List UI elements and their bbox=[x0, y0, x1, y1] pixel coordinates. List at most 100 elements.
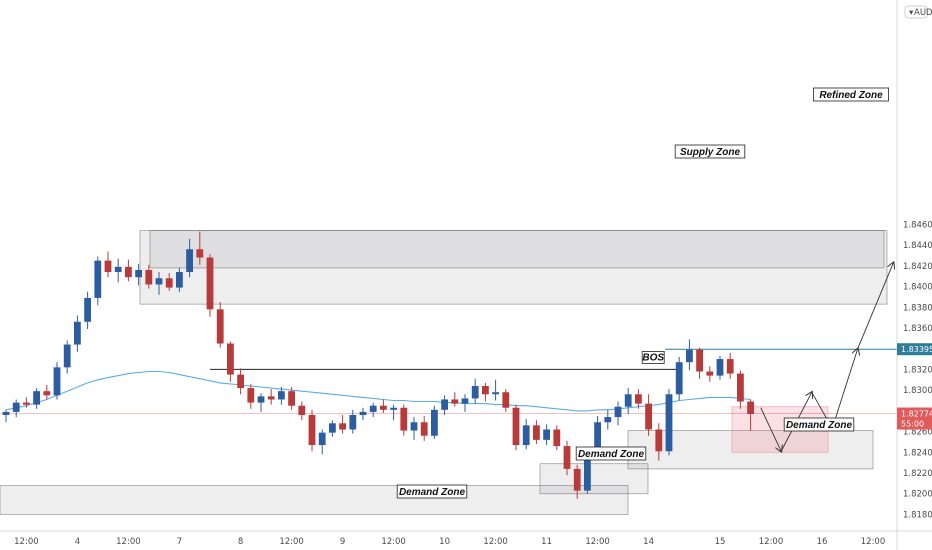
candle-body bbox=[400, 407, 408, 431]
candle-body bbox=[267, 396, 275, 400]
candle-body bbox=[441, 399, 448, 410]
zone-label-box bbox=[396, 484, 468, 499]
candle bbox=[747, 399, 754, 431]
countdown-label: 55:00 bbox=[901, 420, 924, 429]
candle bbox=[390, 404, 397, 421]
candle-body bbox=[380, 405, 387, 410]
candle bbox=[125, 259, 132, 282]
y-axis[interactable]: 1.84600 1.84400 1.84200 1.84000 1.83800 1.836… bbox=[896, 0, 932, 550]
x-tick-label: 12:00 bbox=[861, 537, 886, 547]
candle bbox=[227, 341, 234, 382]
candle-body bbox=[216, 309, 224, 344]
candle bbox=[257, 393, 265, 412]
x-tick-label: 14 bbox=[643, 537, 654, 547]
candle-body bbox=[278, 391, 285, 400]
zone-label-box bbox=[674, 144, 746, 159]
x-tick-label: 12:00 bbox=[585, 537, 610, 547]
candle-body bbox=[706, 371, 714, 376]
candle-body bbox=[349, 415, 357, 430]
x-axis[interactable]: 12:00 4 12:00 7 8 12:00 9 12:00 10 12:00 11 12:00 14… bbox=[0, 530, 932, 547]
currency-badge[interactable]: ▾ AUD bbox=[904, 5, 932, 19]
candle-body bbox=[339, 423, 346, 430]
candle-body bbox=[186, 249, 193, 273]
x-tick-label: 12:00 bbox=[14, 537, 39, 547]
zone-label-box bbox=[783, 417, 855, 432]
zone-label: Supply Zone bbox=[680, 147, 740, 158]
candle bbox=[380, 399, 387, 413]
candle bbox=[543, 424, 550, 446]
candle bbox=[267, 389, 275, 405]
candle bbox=[33, 388, 40, 409]
candle-body bbox=[492, 392, 499, 395]
candle bbox=[410, 417, 418, 440]
candle-body bbox=[359, 411, 367, 416]
moving-average-layer bbox=[5, 370, 751, 412]
y-tick-label: 1.84400 bbox=[903, 241, 932, 251]
candle-body bbox=[543, 429, 550, 440]
candle bbox=[104, 251, 112, 278]
candle bbox=[165, 273, 173, 291]
candle bbox=[94, 256, 102, 306]
y-tick-label: 1.83000 bbox=[903, 386, 932, 396]
last-price-label: 1.82774 bbox=[901, 410, 932, 419]
currency-label: AUD bbox=[914, 8, 932, 18]
candle-body bbox=[410, 422, 418, 431]
candles-layer bbox=[2, 231, 754, 499]
candle bbox=[706, 366, 714, 382]
candle-body bbox=[461, 398, 469, 404]
candle-body bbox=[237, 374, 244, 389]
candle-body bbox=[726, 359, 734, 374]
candle bbox=[604, 409, 612, 430]
candle bbox=[502, 389, 510, 412]
candle-body bbox=[645, 403, 652, 430]
candle bbox=[288, 387, 295, 410]
candle-body bbox=[318, 432, 326, 446]
candle bbox=[176, 267, 183, 292]
candle bbox=[482, 382, 489, 402]
candle-body bbox=[135, 269, 142, 278]
candle bbox=[512, 404, 520, 451]
bos-label: BOS bbox=[642, 352, 664, 363]
candle-body bbox=[482, 385, 489, 395]
candle bbox=[451, 392, 459, 407]
supply-zone bbox=[149, 230, 885, 269]
x-tick-label: 11 bbox=[541, 537, 552, 547]
candle-body bbox=[594, 422, 601, 456]
candle bbox=[492, 379, 499, 401]
candle bbox=[63, 340, 71, 374]
candle bbox=[573, 464, 581, 499]
candle bbox=[533, 420, 540, 445]
y-tick-label: 1.83200 bbox=[903, 365, 932, 375]
candle bbox=[369, 402, 377, 418]
candle bbox=[84, 291, 91, 330]
candle bbox=[237, 368, 244, 395]
candle bbox=[420, 416, 428, 441]
candle bbox=[563, 440, 571, 476]
currency-menu-icon: ▾ bbox=[909, 8, 914, 18]
candle-body bbox=[288, 391, 295, 406]
candle-body bbox=[114, 266, 122, 273]
candle-body bbox=[563, 446, 571, 469]
candle bbox=[359, 407, 367, 421]
candle-body bbox=[298, 405, 306, 416]
projection-arrow bbox=[760, 407, 781, 452]
candle bbox=[686, 339, 693, 371]
zone-label: Demand Zone bbox=[578, 449, 645, 460]
level-price-tag-label: 1.83395 bbox=[901, 345, 932, 354]
candle bbox=[216, 302, 224, 348]
candle bbox=[665, 389, 673, 456]
candle-body bbox=[369, 405, 377, 412]
candle-body bbox=[196, 249, 204, 258]
candle-body bbox=[635, 394, 642, 404]
last-price-tag bbox=[897, 407, 932, 430]
candle-body bbox=[94, 260, 102, 298]
candle-body bbox=[737, 373, 744, 402]
candle-body bbox=[257, 396, 265, 403]
candle-body bbox=[716, 359, 724, 376]
candle-body bbox=[74, 321, 81, 345]
candle-body bbox=[512, 407, 520, 446]
candle bbox=[12, 399, 20, 418]
x-tick-label: 9 bbox=[340, 537, 345, 547]
